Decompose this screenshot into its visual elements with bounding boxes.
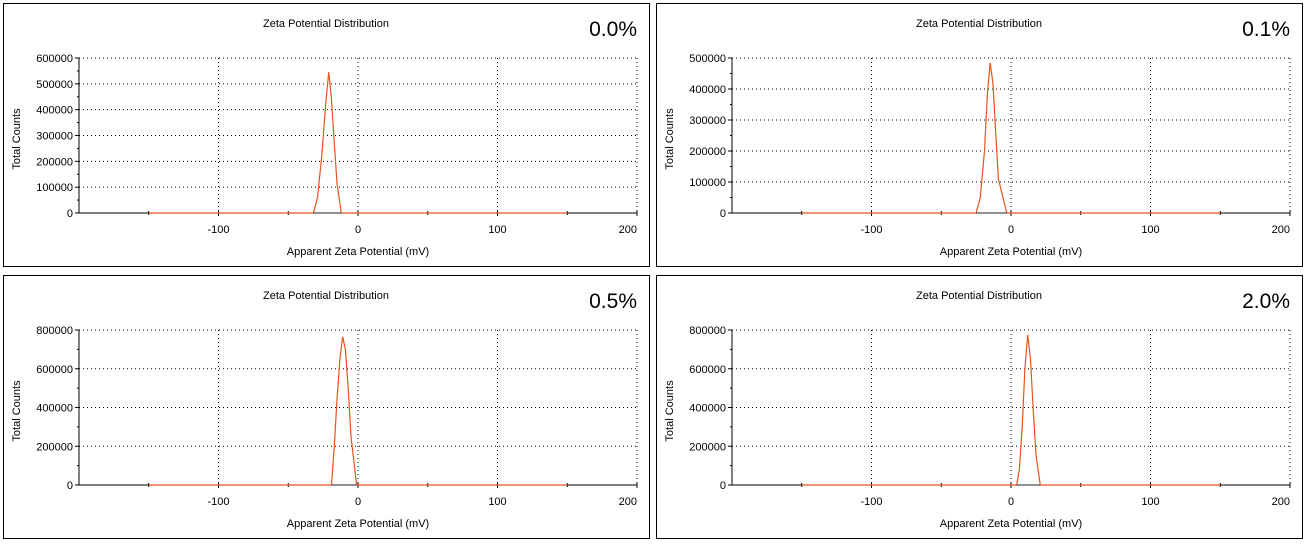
y-tick-label: 400000 bbox=[689, 403, 726, 415]
chart-title: Zeta Potential Distribution bbox=[916, 18, 1042, 30]
y-tick-label: 0 bbox=[720, 208, 726, 220]
y-tick-label: 400000 bbox=[36, 105, 73, 117]
y-axis-label: Total Counts bbox=[664, 380, 676, 442]
y-tick-label: 200000 bbox=[689, 441, 726, 453]
chart-panel: 0 200000 400000 600000 800000 -100 0 100 200 Zeta… bbox=[656, 275, 1303, 539]
y-tick-label: 400000 bbox=[36, 403, 73, 415]
chart-title: Zeta Potential Distribution bbox=[263, 18, 389, 30]
x-tick-label: -100 bbox=[860, 496, 882, 508]
chart-svg: 0 100000 200000 300000 400000 500000 -100 0 100 2… bbox=[664, 18, 1291, 258]
data-series-line bbox=[801, 62, 1221, 214]
y-tick-label: 0 bbox=[67, 208, 73, 220]
y-tick-label: 600000 bbox=[36, 53, 73, 65]
y-tick-label: 100000 bbox=[36, 182, 73, 194]
x-tick-label: 0 bbox=[355, 496, 361, 508]
chart-title: Zeta Potential Distribution bbox=[916, 290, 1042, 302]
x-axis-label: Apparent Zeta Potential (mV) bbox=[287, 246, 429, 258]
y-tick-label: 800000 bbox=[36, 325, 73, 337]
x-tick-label: 0 bbox=[355, 224, 361, 236]
chart-svg: 0 100000 200000 300000 400000 500000 600000 -10… bbox=[11, 18, 638, 258]
panel-label: 0.5% bbox=[589, 290, 637, 313]
chart-panel: 0 200000 400000 600000 800000 -100 0 100 200 Zeta… bbox=[3, 275, 650, 539]
y-tick-label: 600000 bbox=[689, 364, 726, 376]
panel-label: 0.0% bbox=[589, 18, 637, 41]
data-series-line bbox=[148, 336, 568, 486]
x-axis-label: Apparent Zeta Potential (mV) bbox=[287, 518, 429, 530]
y-tick-label: 0 bbox=[67, 480, 73, 492]
y-axis-label: Total Counts bbox=[11, 108, 23, 170]
y-tick-label: 400000 bbox=[689, 84, 726, 96]
chart-svg: 0 200000 400000 600000 800000 -100 0 100 200 Zeta… bbox=[11, 290, 638, 530]
y-tick-label: 300000 bbox=[36, 131, 73, 143]
y-tick-label: 200000 bbox=[36, 156, 73, 168]
x-tick-label: 100 bbox=[1141, 224, 1159, 236]
x-tick-label: -100 bbox=[207, 224, 229, 236]
y-tick-label: 100000 bbox=[689, 177, 726, 189]
y-axis-label: Total Counts bbox=[664, 108, 676, 170]
chart-panel: 0 100000 200000 300000 400000 500000 600000 -10… bbox=[3, 3, 650, 267]
y-tick-label: 600000 bbox=[36, 364, 73, 376]
y-tick-label: 500000 bbox=[36, 79, 73, 91]
x-axis-label: Apparent Zeta Potential (mV) bbox=[940, 518, 1082, 530]
chart-panel: 0 100000 200000 300000 400000 500000 -100 0 100 2… bbox=[656, 3, 1303, 267]
panel-label: 2.0% bbox=[1242, 290, 1290, 313]
y-tick-label: 500000 bbox=[689, 53, 726, 65]
x-tick-label: 200 bbox=[1272, 224, 1290, 236]
y-tick-label: 300000 bbox=[689, 115, 726, 127]
x-tick-label: 100 bbox=[488, 496, 506, 508]
x-tick-label: 0 bbox=[1008, 496, 1014, 508]
x-axis-label: Apparent Zeta Potential (mV) bbox=[940, 246, 1082, 258]
x-tick-label: 200 bbox=[619, 496, 637, 508]
y-axis-label: Total Counts bbox=[11, 380, 23, 442]
y-tick-label: 0 bbox=[720, 480, 726, 492]
y-tick-label: 200000 bbox=[689, 146, 726, 158]
x-tick-label: -100 bbox=[207, 496, 229, 508]
x-tick-label: 200 bbox=[1272, 496, 1290, 508]
data-series-line bbox=[148, 72, 568, 214]
data-series-line bbox=[801, 334, 1221, 486]
x-tick-label: -100 bbox=[860, 224, 882, 236]
y-tick-label: 200000 bbox=[36, 441, 73, 453]
x-tick-label: 100 bbox=[488, 224, 506, 236]
x-tick-label: 0 bbox=[1008, 224, 1014, 236]
x-tick-label: 100 bbox=[1141, 496, 1159, 508]
x-tick-label: 200 bbox=[619, 224, 637, 236]
chart-title: Zeta Potential Distribution bbox=[263, 290, 389, 302]
chart-svg: 0 200000 400000 600000 800000 -100 0 100 200 Zeta… bbox=[664, 290, 1291, 530]
y-tick-label: 800000 bbox=[689, 325, 726, 337]
panel-label: 0.1% bbox=[1242, 18, 1290, 41]
